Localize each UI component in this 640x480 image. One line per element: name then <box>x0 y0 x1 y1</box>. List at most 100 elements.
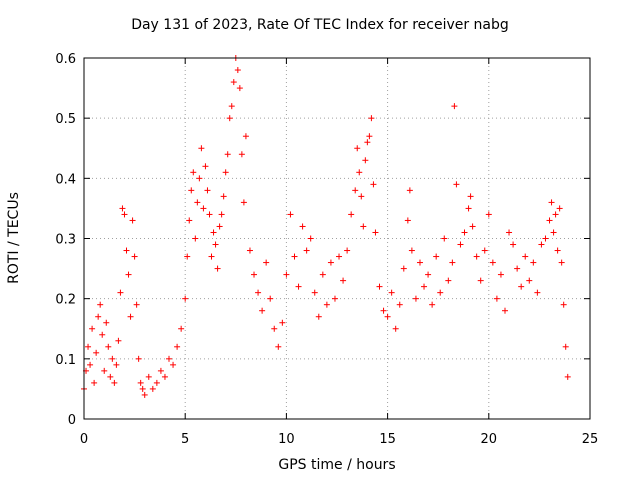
data-point <box>542 235 549 242</box>
x-tick-label: 10 <box>278 432 295 447</box>
data-point <box>240 199 247 206</box>
data-point <box>198 145 205 152</box>
data-point <box>89 325 96 332</box>
data-point <box>267 295 274 302</box>
data-point <box>234 67 241 74</box>
x-tick-label: 20 <box>481 432 498 447</box>
data-point <box>263 259 270 266</box>
data-point <box>421 283 428 290</box>
data-point <box>107 373 114 380</box>
y-tick-label: 0.4 <box>55 172 76 187</box>
data-point <box>489 259 496 266</box>
data-point <box>429 301 436 308</box>
data-point <box>376 283 383 290</box>
data-point <box>449 259 456 266</box>
x-axis-label: GPS time / hours <box>278 457 396 473</box>
data-point <box>315 313 322 320</box>
data-point <box>445 277 452 284</box>
x-tick-label: 25 <box>582 432 599 447</box>
data-point <box>295 283 302 290</box>
data-point <box>113 361 120 368</box>
data-point <box>123 247 130 254</box>
data-point <box>437 289 444 296</box>
data-point <box>202 163 209 170</box>
data-point <box>473 253 480 260</box>
data-point <box>481 247 488 254</box>
grid-lines <box>84 58 590 419</box>
data-point <box>453 181 460 188</box>
data-point <box>465 205 472 212</box>
data-point <box>368 115 375 122</box>
data-point <box>251 271 258 278</box>
data-point <box>360 223 367 230</box>
data-point <box>129 217 136 224</box>
data-point <box>548 199 555 206</box>
y-tick-label: 0.5 <box>55 112 76 127</box>
data-point <box>153 379 160 386</box>
data-point <box>370 181 377 188</box>
data-point <box>224 151 231 158</box>
data-point <box>87 361 94 368</box>
data-point <box>564 373 571 380</box>
scatter-markers <box>81 55 571 398</box>
data-point <box>303 247 310 254</box>
data-point <box>392 325 399 332</box>
data-point <box>210 229 217 236</box>
data-point <box>109 355 116 362</box>
data-point <box>331 295 338 302</box>
data-point <box>485 211 492 218</box>
data-point <box>133 301 140 308</box>
data-point <box>139 385 146 392</box>
data-point <box>157 367 164 374</box>
data-point <box>238 151 245 158</box>
axis-ticks: 0 0.1 0.2 0.3 0.4 0.5 0.6 0 5 10 15 20 25 <box>55 52 598 447</box>
y-tick-label: 0.1 <box>55 353 76 368</box>
data-point <box>200 205 207 212</box>
data-point <box>212 241 219 248</box>
data-point <box>406 187 413 194</box>
data-point <box>91 379 98 386</box>
data-point <box>194 199 201 206</box>
data-point <box>259 307 266 314</box>
data-point <box>562 343 569 350</box>
data-point <box>101 367 108 374</box>
data-point <box>182 295 189 302</box>
data-point <box>554 247 561 254</box>
x-tick-label: 5 <box>181 432 189 447</box>
data-point <box>384 313 391 320</box>
data-point <box>461 229 468 236</box>
data-point <box>141 391 148 398</box>
data-point <box>358 193 365 200</box>
data-point <box>184 253 191 260</box>
chart-title: Day 131 of 2023, Rate Of TEC Index for r… <box>131 17 509 33</box>
data-point <box>204 187 211 194</box>
data-point <box>192 235 199 242</box>
data-point <box>105 343 112 350</box>
data-point <box>149 385 156 392</box>
data-point <box>166 355 173 362</box>
data-point <box>135 355 142 362</box>
data-point <box>425 271 432 278</box>
data-point <box>190 169 197 176</box>
data-point <box>560 301 567 308</box>
y-tick-label: 0.6 <box>55 52 76 67</box>
data-point <box>275 343 282 350</box>
data-point <box>115 337 122 344</box>
data-point <box>85 343 92 350</box>
data-point <box>186 217 193 224</box>
data-point <box>493 295 500 302</box>
data-point <box>388 289 395 296</box>
data-point <box>550 229 557 236</box>
data-point <box>354 145 361 152</box>
data-point <box>178 325 185 332</box>
data-point <box>514 265 521 272</box>
data-point <box>208 253 215 260</box>
data-point <box>546 217 553 224</box>
data-point <box>348 211 355 218</box>
data-point <box>352 187 359 194</box>
data-point <box>396 301 403 308</box>
data-point <box>214 265 221 272</box>
data-point <box>469 223 476 230</box>
data-point <box>220 193 227 200</box>
